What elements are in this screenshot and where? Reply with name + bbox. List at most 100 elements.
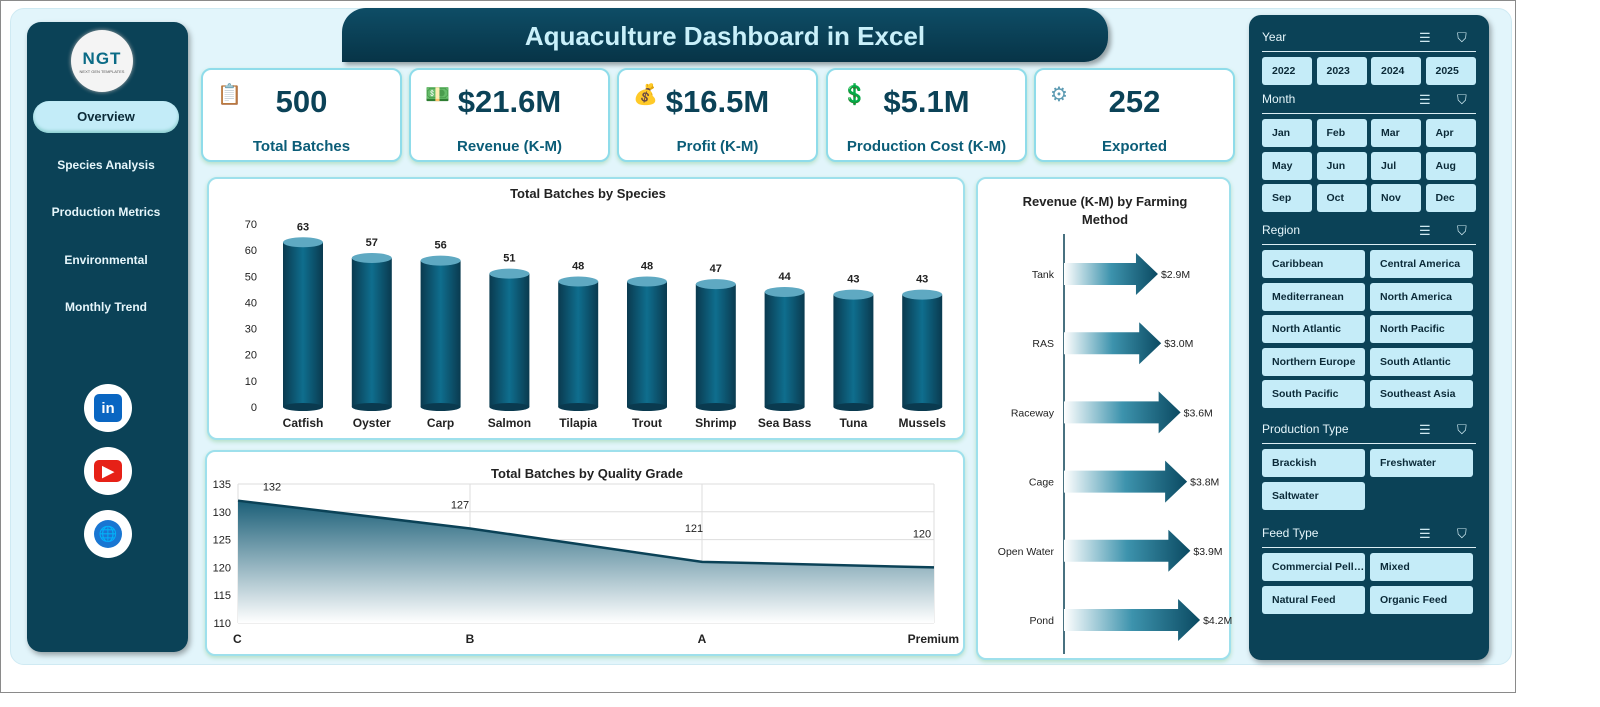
slicer-item[interactable]: South Atlantic [1370, 347, 1473, 376]
logo: NGT NEXT GEN TEMPLATES [71, 30, 133, 92]
slicer-item[interactable]: Mar [1371, 119, 1421, 147]
slicer-item[interactable]: 2023 [1316, 57, 1367, 85]
data-label: 132 [263, 482, 281, 494]
slicer-item[interactable]: Feb [1316, 119, 1367, 147]
slicer-item[interactable]: Brackish [1262, 449, 1365, 477]
bar-top [764, 286, 805, 297]
bar [764, 291, 805, 407]
slicer-item[interactable]: South Pacific [1262, 380, 1365, 408]
kpi-card-production: 💲 $5.1M Production Cost (K-M) [826, 68, 1027, 162]
slicer-item[interactable]: Commercial Pellets [1262, 553, 1365, 581]
slicer-item[interactable]: 2022 [1262, 57, 1312, 85]
quality-chart: Total Batches by Quality Grade 110 115 120 1… [205, 450, 965, 656]
slicer-item[interactable]: Organic Feed [1370, 585, 1473, 614]
data-label: $3.9M [1193, 546, 1222, 558]
data-label: 48 [572, 261, 584, 273]
clear-filter-icon[interactable]: ⛉ [1457, 526, 1467, 541]
data-label: 44 [778, 271, 791, 283]
slicer-item[interactable]: Dec [1425, 184, 1476, 212]
y-tick-label: Cage [1029, 477, 1054, 489]
nav-production-metrics[interactable]: Production Metrics [51, 205, 161, 219]
data-label: 56 [434, 240, 446, 252]
y-tick-label: 50 [245, 271, 257, 283]
slicer-item[interactable]: Caribbean [1262, 250, 1365, 278]
data-label: $4.2M [1203, 615, 1232, 627]
bar-top [833, 289, 874, 300]
y-tick-label: Tank [1032, 269, 1055, 281]
multi-select-icon[interactable]: ☰ [1419, 223, 1431, 238]
multi-select-icon[interactable]: ☰ [1419, 526, 1431, 541]
kpi-value: $16.5M [665, 84, 770, 119]
slicer-item[interactable]: Jun [1316, 151, 1367, 180]
y-tick-label: Raceway [1011, 407, 1055, 419]
slicer-item[interactable]: Apr [1425, 119, 1476, 147]
kpi-card-total: 📋 500 Total Batches [201, 68, 402, 162]
slicer-item[interactable]: Northern Europe [1262, 347, 1365, 376]
slicer-item[interactable]: Central America [1370, 250, 1473, 278]
clear-filter-icon[interactable]: ⛉ [1457, 30, 1467, 45]
slicer-item[interactable]: North America [1370, 282, 1473, 311]
arrow-bar [1064, 322, 1162, 365]
slicer-item[interactable]: Freshwater [1370, 449, 1473, 477]
y-tick-label: 130 [213, 507, 231, 519]
y-tick-label: 20 [245, 350, 257, 362]
slicer-item[interactable]: Aug [1425, 151, 1476, 180]
kpi-card-profit: 💰 $16.5M Profit (K-M) [617, 68, 818, 162]
kpi-label: Revenue (K-M) [456, 138, 562, 155]
slicer-item[interactable]: Oct [1316, 184, 1367, 212]
linkedin-button[interactable]: in [84, 384, 132, 432]
chart-title: Total Batches by Species [510, 186, 666, 201]
youtube-button[interactable]: ▶ [84, 447, 132, 495]
export-icon: ⚙ [1050, 84, 1068, 106]
sidebar: NGT NEXT GEN TEMPLATES Overview Species An… [27, 22, 188, 652]
slicer-item[interactable]: Jan [1262, 119, 1312, 147]
multi-select-icon[interactable]: ☰ [1419, 30, 1431, 45]
globe-button[interactable]: 🌐 [84, 510, 132, 558]
slicer-item[interactable]: 2025 [1425, 57, 1476, 85]
arrow-bar [1064, 391, 1181, 434]
slicer-title: Feed Type [1262, 526, 1319, 540]
slicer-item[interactable]: 2024 [1371, 57, 1421, 85]
slicer-item[interactable]: Nov [1371, 184, 1421, 212]
slicer-item[interactable]: North Atlantic [1262, 315, 1365, 343]
multi-select-icon[interactable]: ☰ [1419, 92, 1431, 107]
nav-overview[interactable]: Overview [33, 101, 179, 133]
slicer-header-month: Month ☰ ⛉ [1262, 92, 1476, 114]
slicer-item[interactable]: Natural Feed [1262, 585, 1365, 614]
linkedin-icon: in [94, 394, 122, 422]
slicer-item[interactable]: Jul [1371, 151, 1421, 180]
slicer-item[interactable]: May [1262, 151, 1312, 180]
nav-monthly-trend[interactable]: Monthly Trend [65, 300, 147, 314]
slicer-header-feed-type: Feed Type ☰ ⛉ [1262, 526, 1476, 548]
slicer-item[interactable]: Saltwater [1262, 481, 1365, 510]
nav-environmental[interactable]: Environmental [64, 252, 148, 267]
y-tick-label: 110 [213, 618, 231, 630]
bar-base [283, 403, 323, 411]
clear-filter-icon[interactable]: ⛉ [1457, 223, 1467, 238]
y-tick-label: RAS [1032, 338, 1054, 350]
arrow-bar [1064, 529, 1191, 572]
slicer-item[interactable]: Mediterranean [1262, 282, 1365, 311]
clear-filter-icon[interactable]: ⛉ [1457, 422, 1467, 437]
data-label: 57 [366, 237, 378, 249]
x-tick-label: Tuna [840, 416, 868, 430]
x-tick-label: A [698, 632, 707, 646]
x-tick-label: Premium [908, 632, 959, 646]
kpi-label: Profit (K-M) [676, 138, 759, 155]
slicer-item[interactable]: North Pacific [1370, 315, 1473, 343]
bar-top [558, 276, 599, 287]
x-tick-label: Trout [632, 416, 662, 430]
data-label: 43 [916, 274, 928, 286]
y-tick-label: Pond [1029, 615, 1054, 627]
data-label: 51 [503, 253, 515, 265]
slicer-item[interactable]: Mixed [1370, 553, 1473, 581]
y-tick-label: 10 [245, 376, 257, 388]
slicer-header-region: Region ☰ ⛉ [1262, 223, 1476, 245]
slicer-item[interactable]: Sep [1262, 184, 1312, 212]
nav-species-analysis[interactable]: Species Analysis [57, 157, 155, 172]
globe-icon: 🌐 [94, 520, 122, 548]
multi-select-icon[interactable]: ☰ [1419, 422, 1431, 437]
clear-filter-icon[interactable]: ⛉ [1457, 92, 1467, 107]
data-label: 121 [685, 523, 703, 535]
slicer-item[interactable]: Southeast Asia [1370, 380, 1473, 408]
